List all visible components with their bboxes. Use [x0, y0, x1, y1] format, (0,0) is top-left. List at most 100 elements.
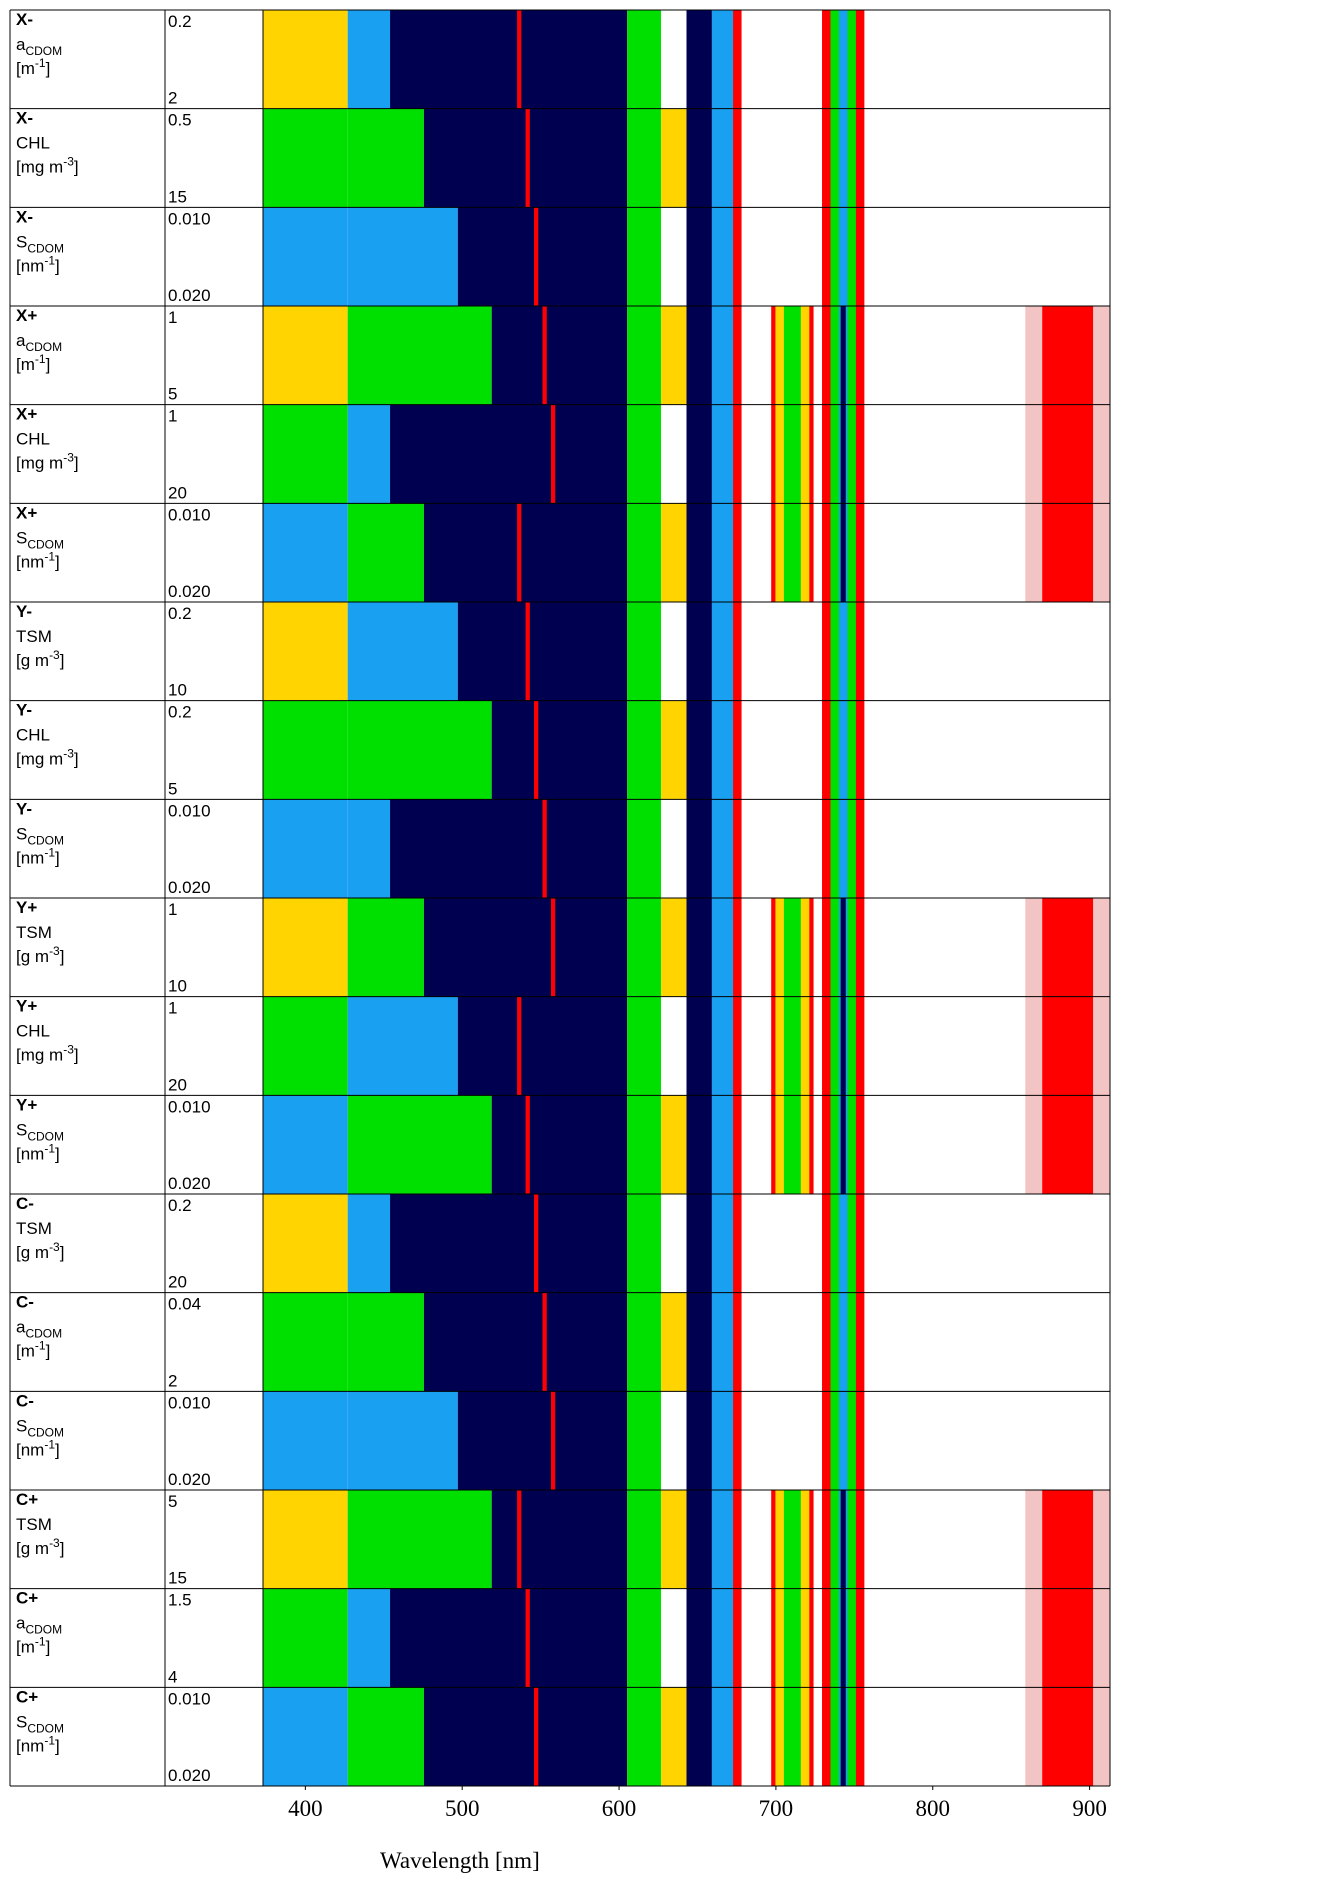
contour-image	[263, 700, 1110, 800]
contour-band	[686, 602, 712, 701]
row-unit: [g m-3]	[16, 648, 64, 670]
contour-band	[711, 404, 738, 504]
contour-band	[783, 306, 801, 405]
row-param: aCDOM	[16, 331, 62, 354]
x-tick-label: 600	[602, 1796, 637, 1821]
range-max: 20	[168, 1273, 187, 1292]
contour-band	[1042, 1687, 1094, 1786]
contour-band	[733, 1490, 742, 1589]
contour-band	[390, 404, 628, 504]
row-unit: [g m-3]	[16, 1536, 64, 1558]
row-unit: [nm-1]	[16, 253, 60, 275]
row-param: TSM	[16, 923, 52, 942]
contour-band	[550, 1391, 556, 1490]
contour-band	[263, 108, 348, 208]
contour-band	[733, 1095, 742, 1194]
contour-band	[347, 503, 424, 602]
param-sub: CDOM	[27, 241, 64, 255]
unit-end: ]	[46, 1342, 51, 1361]
contour-band	[347, 108, 424, 208]
contour-band	[1042, 503, 1094, 602]
contour-band	[783, 1588, 801, 1688]
row-unit: [mg m-3]	[16, 155, 79, 177]
contour-band	[711, 1095, 738, 1194]
contour-band	[627, 207, 662, 306]
x-tick-label: 900	[1072, 1796, 1107, 1821]
contour-band	[263, 503, 348, 602]
range-min: 1	[168, 308, 177, 327]
unit-sup: -1	[35, 56, 46, 70]
unit-base: [nm	[16, 552, 44, 571]
contour-band	[686, 306, 712, 405]
contour-band	[783, 503, 801, 602]
param-name: S	[16, 824, 27, 843]
contour-band	[733, 306, 742, 405]
range-min: 1	[168, 999, 177, 1018]
param-name: a	[16, 331, 26, 350]
unit-end: ]	[74, 1046, 79, 1065]
param-sub: CDOM	[27, 833, 64, 847]
range-min: 1	[168, 900, 177, 919]
contour-band	[711, 602, 738, 701]
row-case: C+	[16, 1490, 38, 1509]
range-max: 0.020	[168, 1470, 211, 1489]
unit-sup: -1	[44, 1733, 55, 1747]
row-param: SCDOM	[16, 528, 64, 551]
range-max: 4	[168, 1667, 177, 1686]
param-name: CHL	[16, 134, 50, 153]
contour-band	[347, 207, 458, 306]
param-name: S	[16, 232, 27, 251]
contour-band	[263, 898, 348, 997]
contour-band	[686, 996, 712, 1096]
row-case: Y-	[16, 799, 32, 818]
contour-band	[423, 1292, 628, 1392]
param-name: S	[16, 528, 27, 547]
contour-image	[263, 1687, 1110, 1786]
contour-band	[783, 1095, 801, 1194]
row-param: aCDOM	[16, 1614, 62, 1637]
contour-image	[263, 1194, 1110, 1293]
contour-band	[627, 1588, 662, 1688]
contour-image	[263, 503, 1110, 602]
contour-band	[517, 503, 522, 602]
row-case: Y-	[16, 602, 32, 621]
contour-band	[347, 306, 492, 405]
row-unit: [m-1]	[16, 56, 50, 78]
contour-band	[661, 10, 687, 109]
row-param: aCDOM	[16, 35, 62, 58]
contour-band	[711, 1391, 738, 1490]
row-param: CHL	[16, 430, 50, 449]
row-unit: [m-1]	[16, 1339, 50, 1361]
contour-band	[711, 799, 738, 898]
contour-band	[542, 306, 547, 405]
range-min: 0.010	[168, 1393, 211, 1412]
contour-band	[686, 1194, 712, 1293]
contour-band	[627, 108, 662, 208]
contour-band	[661, 799, 687, 898]
contour-band	[1042, 898, 1094, 997]
range-min: 0.010	[168, 801, 211, 820]
contour-band	[838, 10, 848, 109]
row-unit: [mg m-3]	[16, 1043, 79, 1065]
row-param: TSM	[16, 627, 52, 646]
contour-band	[542, 1292, 547, 1392]
row-param: SCDOM	[16, 824, 64, 847]
contour-band	[347, 1292, 424, 1392]
row-case: C-	[16, 1194, 34, 1213]
param-sub: CDOM	[27, 537, 64, 551]
contour-band	[347, 1588, 391, 1688]
unit-sup: -1	[44, 253, 55, 267]
unit-sup: -1	[44, 1437, 55, 1451]
contour-band	[711, 1687, 738, 1786]
contour-band	[733, 503, 742, 602]
unit-base: [g m	[16, 651, 49, 670]
unit-sup: -1	[44, 845, 55, 859]
unit-sup: -3	[49, 944, 60, 958]
unit-end: ]	[55, 1440, 60, 1459]
contour-band	[838, 1194, 848, 1293]
unit-base: [nm	[16, 848, 44, 867]
unit-end: ]	[55, 1736, 60, 1755]
contour-band	[783, 996, 801, 1096]
contour-band	[686, 1095, 712, 1194]
contour-band	[1042, 1588, 1094, 1688]
